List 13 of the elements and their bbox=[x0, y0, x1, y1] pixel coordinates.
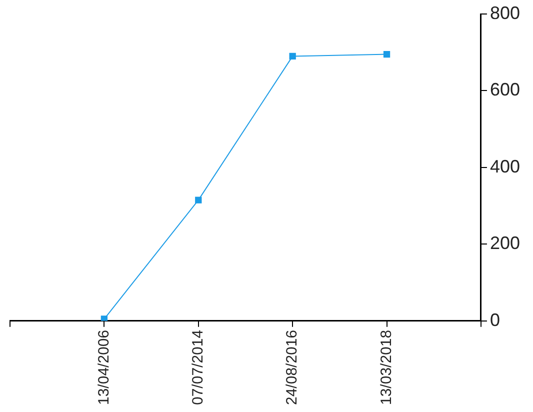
y-tick-label: 600 bbox=[490, 80, 520, 100]
x-tick-label: 24/08/2016 bbox=[284, 330, 301, 406]
point bbox=[195, 196, 202, 204]
x-tick-label: 07/07/2014 bbox=[190, 330, 207, 406]
y-tick-label: 800 bbox=[490, 2, 520, 23]
point bbox=[289, 52, 296, 60]
y-tick-label: 200 bbox=[490, 233, 520, 254]
x-tick-label: 13/03/2018 bbox=[378, 330, 395, 406]
y-tick-label: 0 bbox=[490, 310, 500, 330]
y-tick-label: 400 bbox=[490, 156, 520, 176]
x-tick-label: 13/04/2006 bbox=[95, 330, 112, 406]
point bbox=[100, 316, 108, 321]
point bbox=[383, 50, 390, 58]
